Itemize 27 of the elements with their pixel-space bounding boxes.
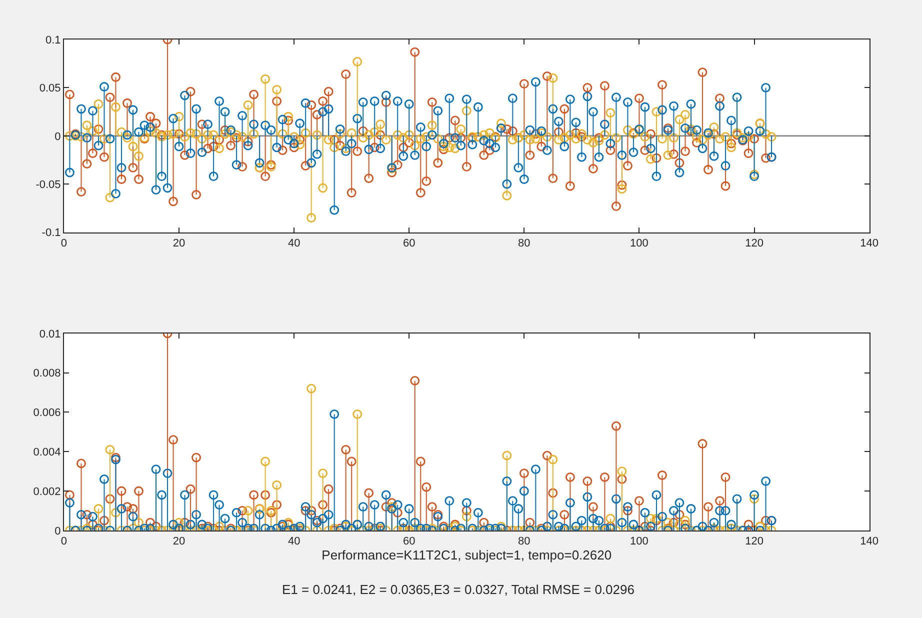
x-tick-label: 80 [518, 237, 530, 250]
y-tick-label: 0 [54, 130, 61, 143]
y-tick-label: 0 [54, 525, 61, 538]
text: E1 = 0.0241, E2 = 0.0365,E3 = 0.0327, Total RMSE = 0.0296 [282, 582, 634, 597]
y-tick-label: 0.05 [39, 82, 61, 95]
y-tick-label: 0.006 [33, 407, 61, 420]
x-tick-label: 120 [745, 237, 764, 250]
x-tick-label: 80 [518, 536, 530, 548]
x-tick-label: 100 [630, 536, 648, 548]
y-tick-label: 0.1 [45, 34, 61, 46]
y-tick-label: -0.1 [42, 227, 61, 240]
x-tick-label: 140 [860, 536, 878, 548]
x-tick-label: 120 [745, 536, 764, 548]
y-tick-label: 0.004 [33, 446, 61, 458]
x-tick-label: 20 [172, 237, 186, 250]
y-tick-label: 0.008 [33, 368, 61, 380]
x-tick-label: 40 [288, 237, 300, 250]
x-tick-label: 20 [172, 536, 186, 548]
x-tick-label: 60 [402, 536, 416, 548]
x-tick-label: 40 [288, 536, 300, 548]
y-tick-label: 0.01 [39, 328, 61, 340]
x-tick-label: 100 [630, 237, 648, 250]
y-tick-label: 0.002 [33, 486, 61, 498]
x-tick-label: 60 [402, 237, 416, 250]
y-tick-label: -0.05 [36, 178, 61, 191]
x-tick-label: 140 [860, 237, 878, 250]
x-axis-title: Performance=K11T2C1, subject=1, tempo=0.2620 [322, 548, 612, 563]
